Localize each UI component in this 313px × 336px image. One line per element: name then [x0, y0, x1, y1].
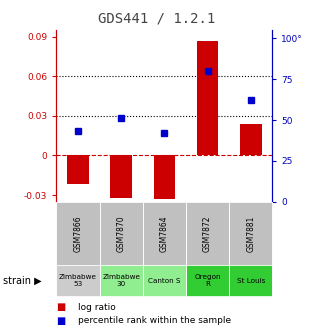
Text: GSM7881: GSM7881	[246, 215, 255, 252]
Bar	[153, 156, 175, 199]
Text: GSM7866: GSM7866	[74, 215, 82, 252]
Text: ■: ■	[56, 316, 66, 326]
Bar	[240, 124, 261, 156]
Text: Zimbabwe
53: Zimbabwe 53	[59, 274, 97, 287]
Text: GDS441 / 1.2.1: GDS441 / 1.2.1	[98, 12, 215, 26]
Text: St Louis: St Louis	[237, 278, 265, 284]
Text: Zimbabwe
30: Zimbabwe 30	[102, 274, 140, 287]
Text: strain ▶: strain ▶	[3, 276, 42, 286]
Text: GSM7870: GSM7870	[117, 215, 126, 252]
Bar	[197, 41, 218, 156]
Bar	[67, 156, 89, 184]
Text: ■: ■	[56, 302, 66, 312]
Text: GSM7864: GSM7864	[160, 215, 169, 252]
Text: Oregon
R: Oregon R	[194, 274, 221, 287]
Text: Canton S: Canton S	[148, 278, 181, 284]
Text: log ratio: log ratio	[78, 303, 116, 312]
Bar	[110, 156, 132, 198]
Text: percentile rank within the sample: percentile rank within the sample	[78, 317, 231, 325]
Text: GSM7872: GSM7872	[203, 215, 212, 252]
